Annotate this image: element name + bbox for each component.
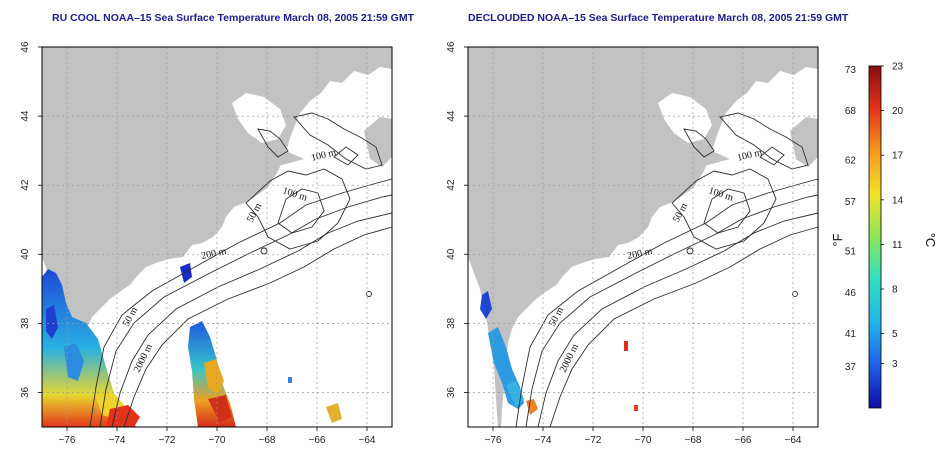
longitude-tick-label: −74 <box>535 435 552 446</box>
latitude-tick-label: 40 <box>20 248 31 260</box>
longitude-tick-label: −68 <box>259 435 276 446</box>
longitude-tick-label: −72 <box>159 435 176 446</box>
longitude-tick-label: −66 <box>309 435 326 446</box>
fahrenheit-unit-label: °F <box>830 233 845 246</box>
sst-overlay <box>42 263 342 427</box>
longitude-tick-label: −64 <box>359 435 376 446</box>
longitude-axis: −76 −74 −72 −70 −68 −66 −64 <box>59 427 376 446</box>
celsius-tick-label: 8 <box>892 285 898 296</box>
right-map-panel: 100 m 100 m 50 m 200 m 50 m 2000 m −76 −7… <box>446 41 819 446</box>
latitude-tick-label: 38 <box>446 317 457 329</box>
latitude-tick-label: 38 <box>20 317 31 329</box>
celsius-tick-label: 5 <box>892 329 898 340</box>
fahrenheit-tick-label: 46 <box>845 288 857 299</box>
left-panel-title: RU COOL NOAA–15 Sea Surface Temperature … <box>52 12 415 24</box>
latitude-tick-label: 46 <box>446 41 457 53</box>
latitude-tick-label: 46 <box>20 41 31 53</box>
celsius-tick-label: 23 <box>892 62 904 73</box>
fahrenheit-tick-label: 37 <box>845 362 857 373</box>
right-panel-title: DECLOUDED NOAA–15 Sea Surface Temperatur… <box>468 12 849 24</box>
fahrenheit-tick-label: 51 <box>845 247 857 258</box>
fahrenheit-tick-label: 41 <box>845 329 857 340</box>
sst-overlay <box>480 291 638 415</box>
latitude-axis: 36 38 40 42 44 46 <box>446 41 468 398</box>
fahrenheit-tick-label: 62 <box>845 156 857 167</box>
longitude-tick-label: −72 <box>585 435 602 446</box>
fahrenheit-tick-label: 57 <box>845 197 857 208</box>
fahrenheit-tick-label: 73 <box>845 65 857 76</box>
celsius-tick-label: 17 <box>892 151 904 162</box>
celsius-tick-label: 20 <box>892 106 904 117</box>
contour-label: 200 m <box>200 246 227 262</box>
fahrenheit-ticks: 73 68 62 57 51 46 41 37 <box>845 65 857 373</box>
latitude-tick-label: 42 <box>446 179 457 191</box>
longitude-tick-label: −64 <box>785 435 802 446</box>
contour-label: 200 m <box>626 246 653 262</box>
latitude-tick-label: 40 <box>446 248 457 260</box>
latitude-axis: 36 38 40 42 44 46 <box>20 41 42 398</box>
celsius-tick-label: 3 <box>892 359 898 370</box>
fahrenheit-tick-label: 68 <box>845 106 857 117</box>
longitude-tick-label: −68 <box>685 435 702 446</box>
latitude-tick-label: 36 <box>446 386 457 398</box>
celsius-tick-label: 11 <box>892 240 903 251</box>
longitude-tick-label: −70 <box>209 435 226 446</box>
longitude-tick-label: −66 <box>735 435 752 446</box>
longitude-axis: −76 −74 −72 −70 −68 −66 −64 <box>485 427 802 446</box>
celsius-tick-label: 14 <box>892 195 904 206</box>
latitude-tick-label: 44 <box>20 110 31 122</box>
latitude-tick-label: 42 <box>20 179 31 191</box>
temperature-colorbar: 73 68 62 57 51 46 41 37 23 20 17 14 11 8 5 3 °F °C <box>830 62 938 409</box>
longitude-tick-label: −70 <box>635 435 652 446</box>
left-map-panel: 100 m 100 m 50 m 200 m 50 m 2000 m −76 −7… <box>20 41 393 446</box>
longitude-tick-label: −74 <box>109 435 126 446</box>
longitude-tick-label: −76 <box>485 435 502 446</box>
celsius-ticks: 23 20 17 14 11 8 5 3 <box>881 62 904 370</box>
celsius-unit-label: °C <box>923 233 938 248</box>
latitude-tick-label: 44 <box>446 110 457 122</box>
longitude-tick-label: −76 <box>59 435 76 446</box>
colorbar-gradient <box>868 65 882 409</box>
latitude-tick-label: 36 <box>20 386 31 398</box>
